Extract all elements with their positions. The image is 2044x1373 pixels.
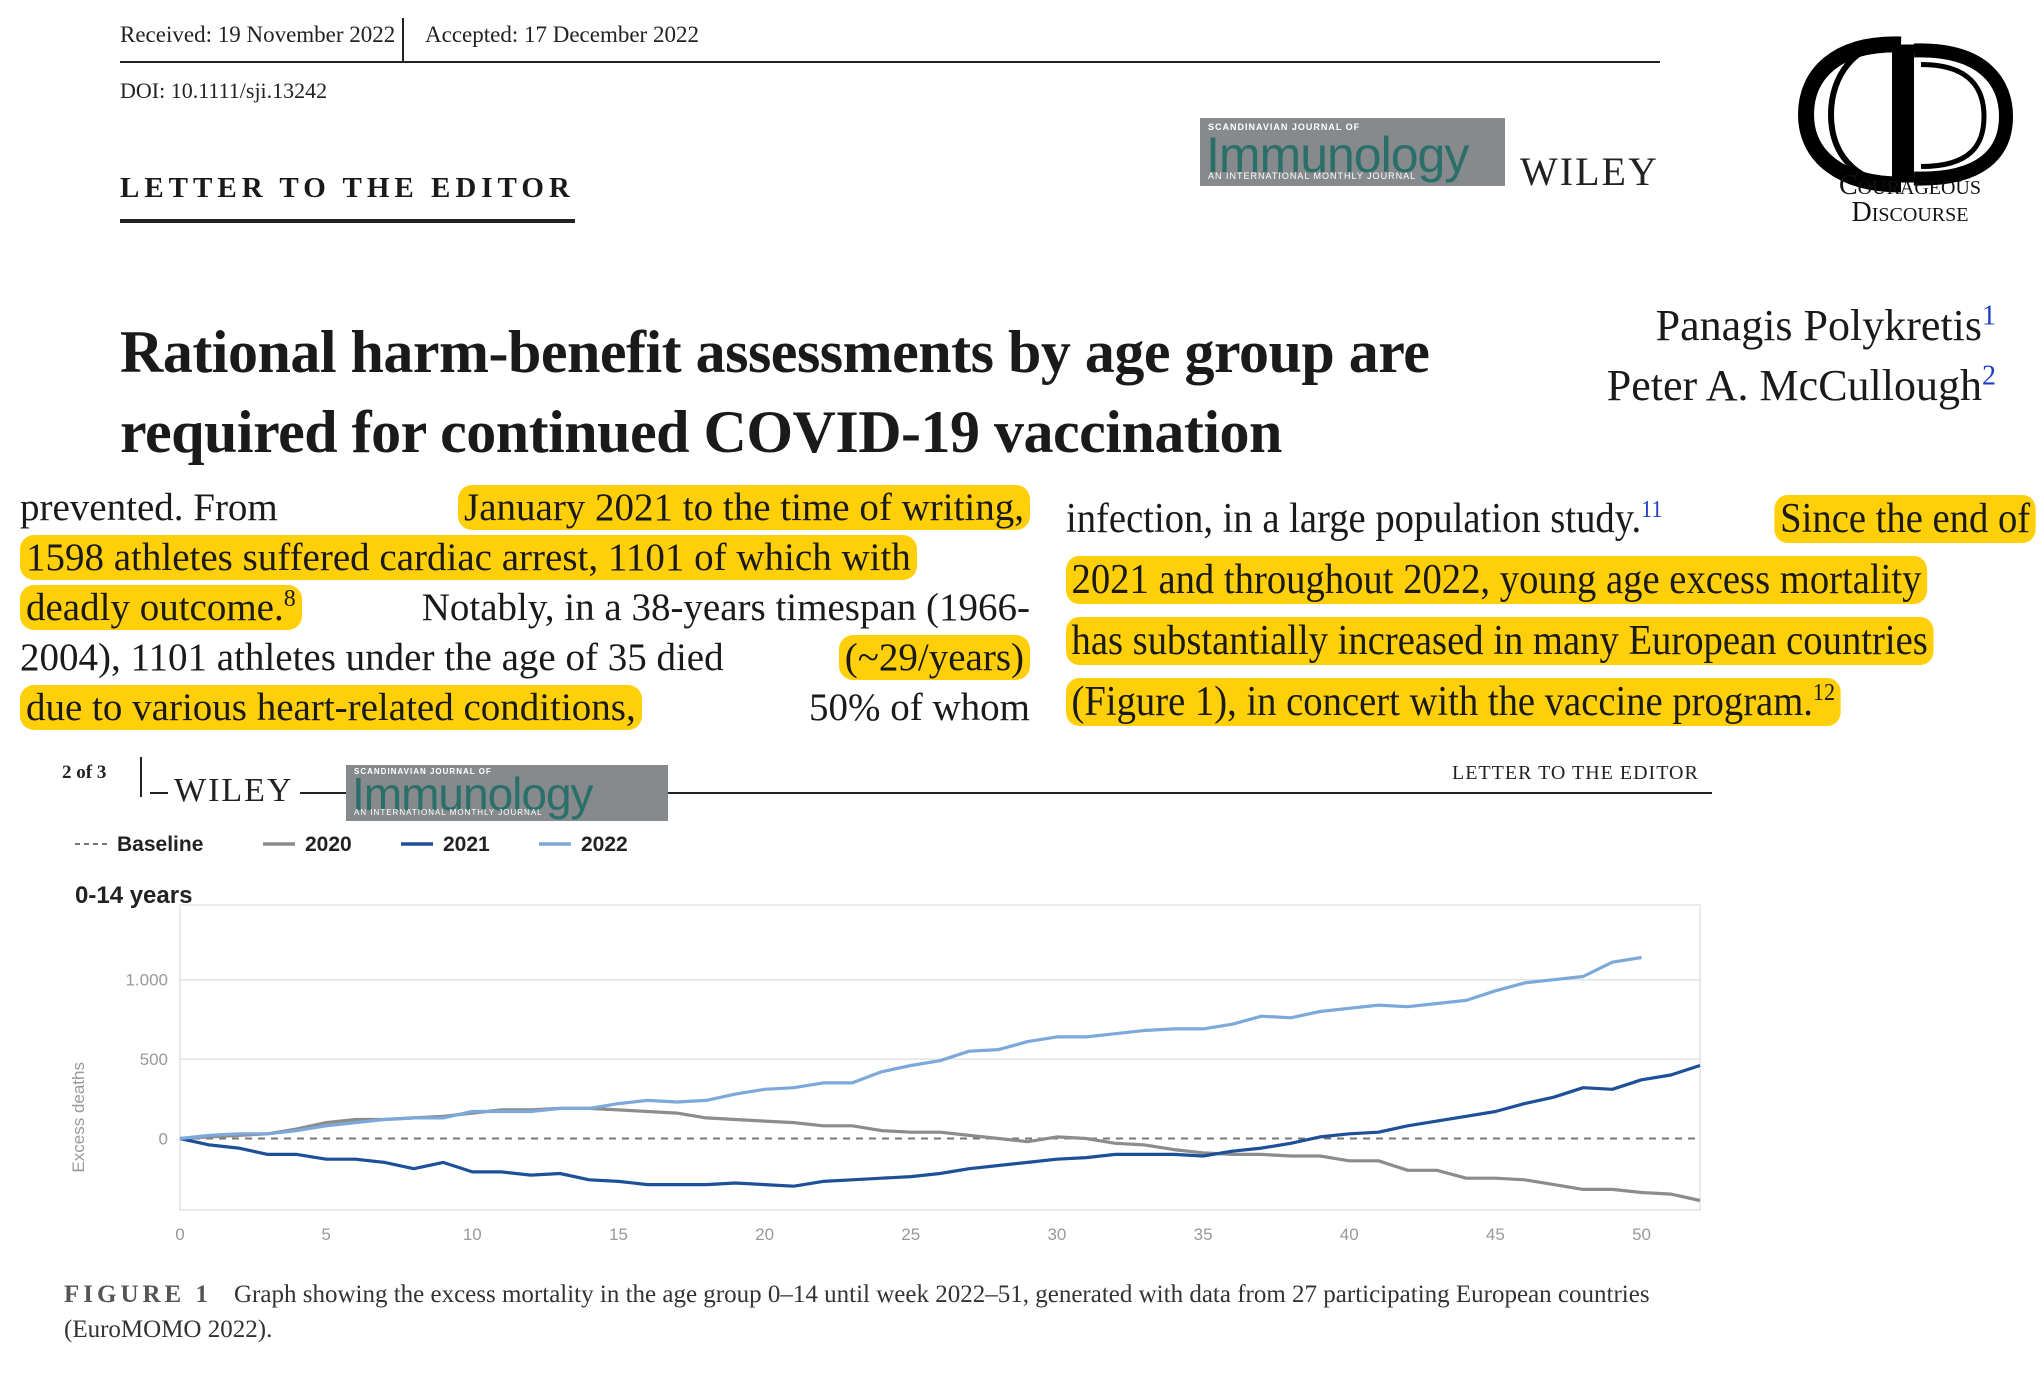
courageous-discourse-logo (1797, 36, 2014, 193)
x-tick-label: 20 (755, 1225, 774, 1244)
chart-title: 0-14 years (75, 882, 192, 909)
x-tick-label: 50 (1632, 1225, 1651, 1244)
doi[interactable]: DOI: 10.1111/sji.13242 (120, 78, 328, 103)
reference-number[interactable]: 11 (1641, 496, 1663, 523)
affiliation-ref[interactable]: 1 (1982, 300, 1996, 332)
x-tick-label: 5 (321, 1225, 330, 1244)
article-title-line-1: Rational harm-benefit assessments by age… (120, 319, 1430, 385)
series-line-2022 (179, 955, 1642, 1141)
text-run: infection, in a large population study. (1066, 495, 1642, 542)
legend-label-2021: 2021 (443, 833, 490, 856)
journal-logo-subtitle: AN INTERNATIONAL MONTHLY JOURNAL (1208, 171, 1417, 181)
text-run: 2004), 1101 athletes under the age of 35… (20, 635, 724, 679)
journal-logo-name: Immunology (1206, 127, 1469, 183)
y-tick-label: 1.000 (125, 971, 168, 990)
legend-label-2020: 2020 (305, 833, 352, 856)
author-name: Peter A. McCullough (1606, 361, 1982, 410)
y-axis-label: Excess deaths (69, 1062, 88, 1173)
article-title-line-2: required for continued COVID-19 vaccinat… (120, 399, 1282, 465)
publisher-logo-small: WILEY (168, 772, 300, 810)
section-label: LETTER TO THE EDITOR (120, 172, 575, 223)
journal-logo: SCANDINAVIAN JOURNAL OF Immunology AN IN… (1200, 118, 1505, 186)
reference-number[interactable]: 8 (283, 585, 296, 612)
highlighted-text: 1598 athletes suffered cardiac arrest, 1… (20, 534, 917, 580)
highlighted-text: 2021 and throughout 2022, young age exce… (1066, 555, 1927, 604)
x-tick-label: 10 (463, 1225, 482, 1244)
text-line: prevented. From January 2021 to the time… (20, 482, 1030, 532)
text-line: (Figure 1), in concert with the vaccine … (1066, 671, 2036, 732)
brand-line-1: Courageous (1838, 170, 1981, 201)
x-tick-label: 45 (1486, 1225, 1505, 1244)
highlighted-text: has substantially increased in many Euro… (1066, 616, 1934, 665)
header-divider (402, 18, 404, 62)
received-date: Received: 19 November 2022 (120, 22, 396, 47)
author-1[interactable]: Panagis Polykretis1 (1656, 300, 1996, 351)
page-header-rule (150, 792, 1712, 794)
y-axis-ticks: 0 500 1.000 (125, 971, 168, 1149)
plot-frame (179, 904, 1701, 1211)
legend-label-2022: 2022 (581, 833, 628, 856)
header-rule (120, 61, 1660, 63)
journal-logo-name: Immunology (352, 768, 594, 820)
highlighted-text: (Figure 1), in concert with the vaccine … (1066, 677, 1841, 726)
brand-line-2: Discourse (1851, 197, 1969, 228)
series-line-2020 (179, 1106, 1701, 1203)
journal-logo-subtitle: AN INTERNATIONAL MONTHLY JOURNAL (354, 808, 543, 817)
figure-caption: FIGURE 1 Graph showing the excess mortali… (64, 1277, 1704, 1347)
chart-legend: Baseline 2020 2021 2022 (75, 833, 628, 856)
text-line: 1598 athletes suffered cardiac arrest, 1… (20, 532, 1030, 582)
highlighted-text: Since the end of (1774, 494, 2036, 543)
figure-label: FIGURE 1 (64, 1281, 212, 1308)
x-tick-label: 30 (1047, 1225, 1066, 1244)
caption-text: Graph showing the excess mortality in th… (64, 1281, 1650, 1343)
highlighted-text: due to various heart-related conditions, (20, 684, 642, 730)
text-line: 2021 and throughout 2022, young age exce… (1066, 549, 2036, 610)
x-tick-label: 0 (175, 1225, 184, 1244)
x-axis-ticks: 0 5 10 15 20 25 30 35 40 45 50 (175, 1225, 1651, 1244)
highlighted-run: (Figure 1), in concert with the vaccine … (1071, 678, 1813, 725)
accepted-date: Accepted: 17 December 2022 (425, 22, 699, 47)
author-2[interactable]: Peter A. McCullough2 (1607, 360, 1996, 411)
publisher-logo: WILEY (1520, 149, 1659, 194)
highlighted-run: deadly outcome. (26, 585, 284, 629)
affiliation-ref[interactable]: 2 (1982, 360, 1996, 392)
left-column-excerpt: prevented. From January 2021 to the time… (20, 482, 1030, 732)
x-tick-label: 15 (609, 1225, 628, 1244)
y-tick-label: 500 (140, 1050, 168, 1069)
legend-label-baseline: Baseline (117, 833, 203, 856)
text-line: infection, in a large population study.1… (1066, 488, 2036, 549)
text-run: Notably, in a 38-years timespan (1966- (421, 585, 1030, 629)
author-name: Panagis Polykretis (1655, 301, 1982, 350)
highlighted-text: January 2021 to the time of writing, (458, 484, 1030, 530)
highlighted-text: (~29/years) (838, 634, 1030, 680)
text-run: 50% of whom (809, 685, 1030, 729)
text-line: has substantially increased in many Euro… (1066, 610, 2036, 671)
chart-series (179, 955, 1701, 1203)
text-run: prevented. From (20, 485, 278, 529)
journal-logo-top: SCANDINAVIAN JOURNAL OF (1208, 122, 1361, 132)
text-line: 2004), 1101 athletes under the age of 35… (20, 632, 1030, 682)
journal-logo-top: SCANDINAVIAN JOURNAL OF (354, 767, 492, 776)
x-tick-label: 25 (901, 1225, 920, 1244)
text-line: deadly outcome.8 Notably, in a 38-years … (20, 582, 1030, 632)
right-column-excerpt: infection, in a large population study.1… (1066, 488, 2036, 732)
page-header-divider (140, 757, 142, 797)
journal-logo-small: SCANDINAVIAN JOURNAL OF Immunology AN IN… (346, 765, 668, 821)
excess-mortality-chart: Baseline 2020 2021 2022 0-14 years 05001.00… (69, 833, 1701, 1244)
chart-grid (179, 904, 1701, 1211)
reference-number[interactable]: 12 (1812, 679, 1836, 706)
x-tick-label: 40 (1340, 1225, 1359, 1244)
x-tick-label: 35 (1194, 1225, 1213, 1244)
series-line-2021 (179, 1063, 1701, 1188)
y-tick-label: 0 (159, 1130, 168, 1149)
page-section-label: LETTER TO THE EDITOR (1452, 762, 1699, 784)
page-number: 2 of 3 (62, 762, 107, 783)
text-line: due to various heart-related conditions,… (20, 682, 1030, 732)
highlighted-text: deadly outcome.8 (20, 584, 302, 630)
